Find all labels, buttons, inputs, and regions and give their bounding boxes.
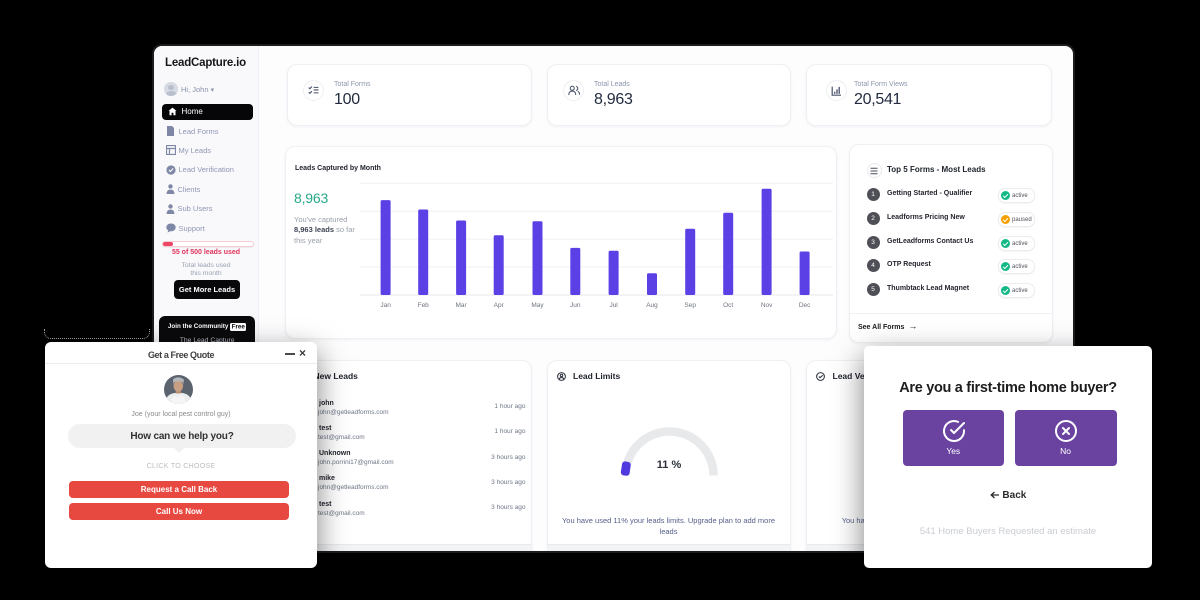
svg-text:Jun: Jun bbox=[570, 302, 581, 309]
svg-text:Sep: Sep bbox=[684, 302, 696, 309]
svg-text:Jan: Jan bbox=[380, 302, 391, 309]
svg-text:Oct: Oct bbox=[723, 302, 733, 309]
svg-text:Apr: Apr bbox=[494, 302, 505, 309]
svg-text:Mar: Mar bbox=[455, 302, 467, 309]
svg-text:Dec: Dec bbox=[799, 302, 811, 309]
svg-text:11 %: 11 % bbox=[656, 459, 681, 471]
svg-text:Jul: Jul bbox=[609, 302, 618, 309]
svg-text:Feb: Feb bbox=[418, 302, 430, 309]
svg-text:Aug: Aug bbox=[646, 302, 658, 309]
svg-text:Nov: Nov bbox=[761, 302, 773, 309]
svg-text:May: May bbox=[531, 302, 544, 309]
